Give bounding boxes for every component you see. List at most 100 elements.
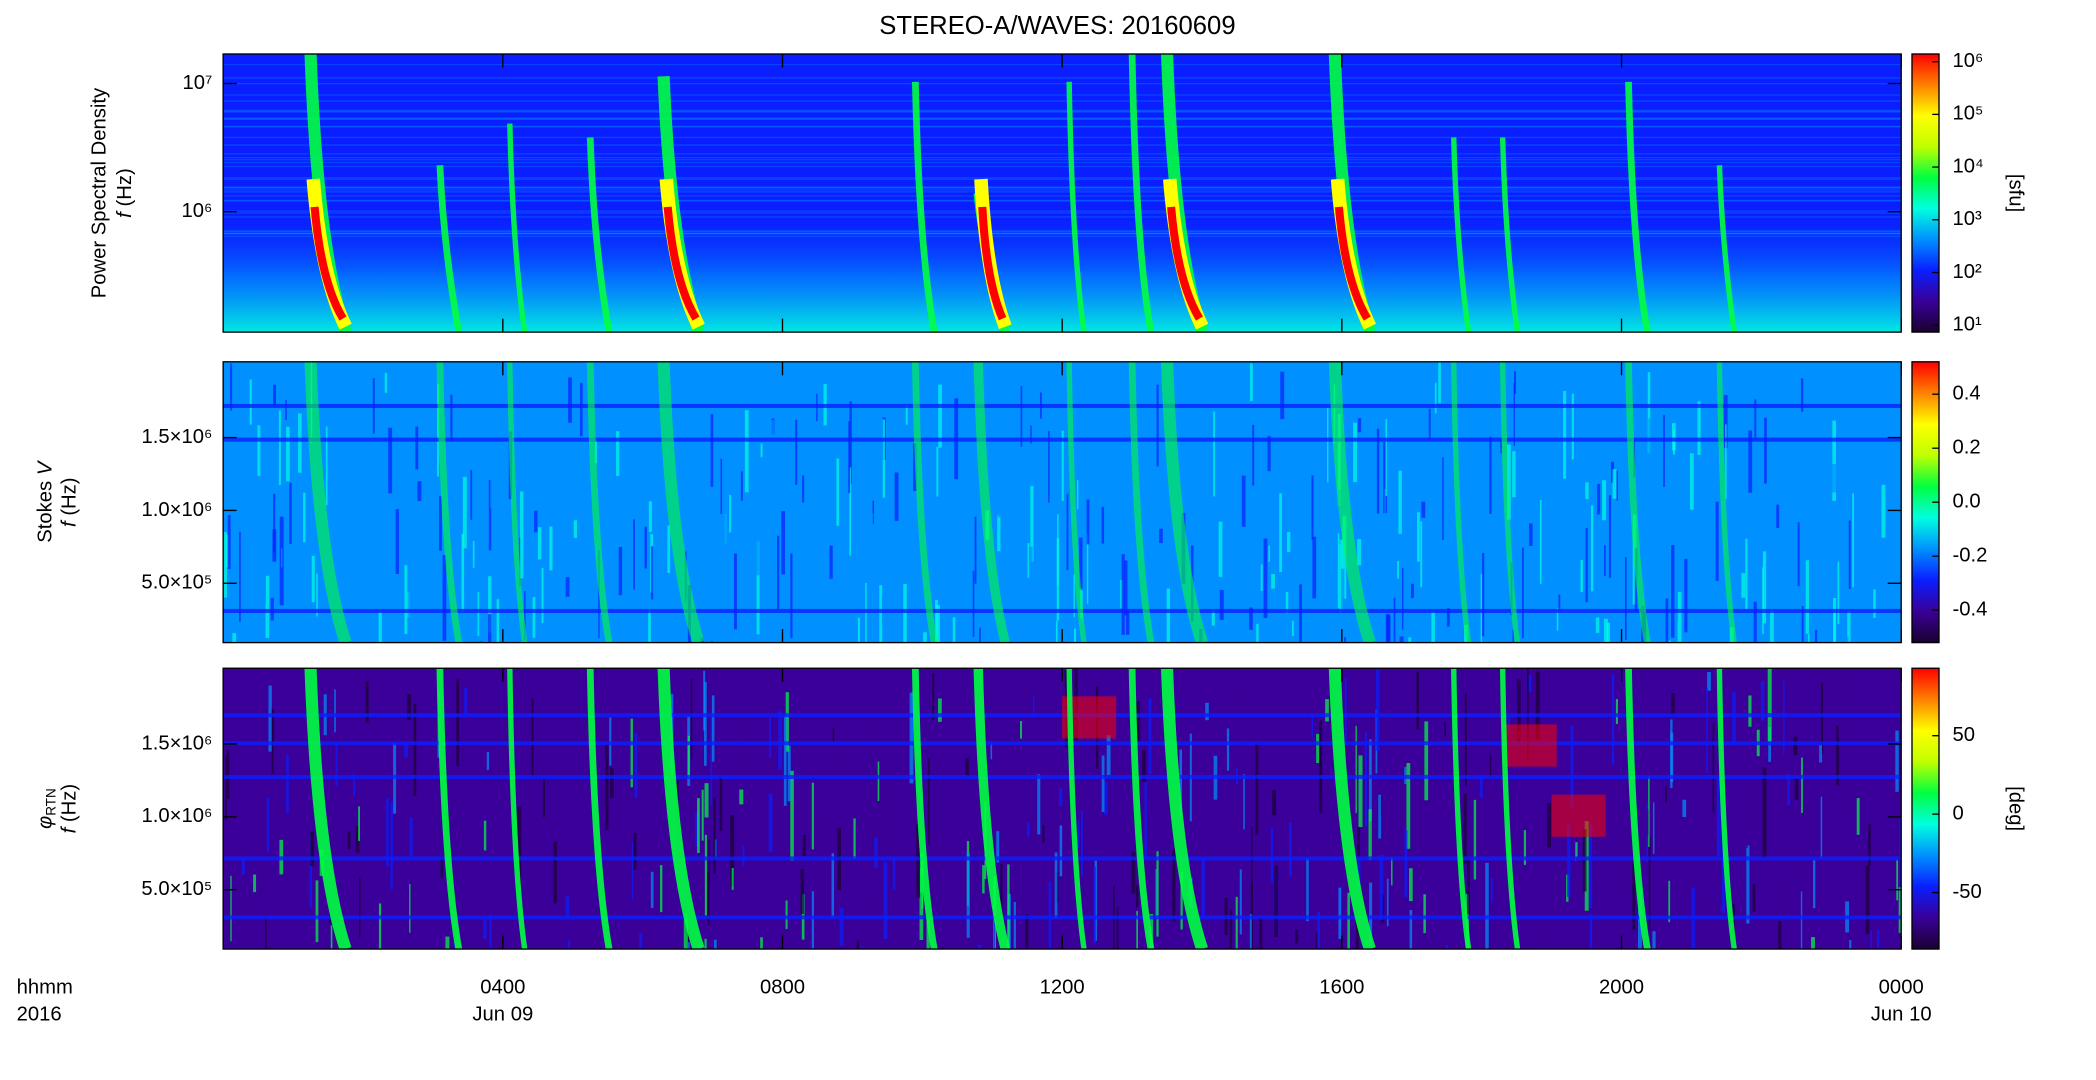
texture xyxy=(878,899,883,950)
x-tick-label: 2000 xyxy=(1599,977,1644,999)
texture xyxy=(1485,862,1489,950)
burst-core xyxy=(1167,206,1203,321)
texture xyxy=(936,446,939,497)
texture xyxy=(223,532,227,598)
texture xyxy=(1243,774,1245,830)
texture xyxy=(1251,826,1253,895)
year-label: 2016 xyxy=(17,1004,62,1026)
texture xyxy=(1056,538,1060,621)
texture xyxy=(1007,864,1010,950)
heatmap xyxy=(223,668,1902,950)
texture xyxy=(1616,470,1618,501)
texture xyxy=(1502,511,1506,581)
texture xyxy=(688,461,691,541)
texture xyxy=(1245,688,1248,776)
texture xyxy=(756,540,760,635)
texture xyxy=(1832,463,1836,493)
texture xyxy=(972,483,977,501)
texture xyxy=(262,523,267,604)
texture xyxy=(1124,560,1128,616)
texture xyxy=(810,944,813,950)
texture xyxy=(1420,521,1423,588)
texture xyxy=(787,745,791,802)
texture xyxy=(1689,453,1694,510)
texture xyxy=(496,599,500,643)
texture xyxy=(1048,431,1050,503)
texture xyxy=(1375,669,1380,751)
texture xyxy=(1612,588,1615,643)
texture xyxy=(286,754,289,814)
texture xyxy=(1387,785,1390,801)
texture xyxy=(298,413,302,473)
colorbar-tick-label: 0 xyxy=(1952,802,1963,824)
texture xyxy=(227,515,231,569)
texture xyxy=(1186,754,1190,843)
colorbar-tick-label: 0.2 xyxy=(1952,437,1980,459)
texture xyxy=(1347,892,1350,950)
colorbar-tick-label: 10² xyxy=(1952,261,1982,283)
texture xyxy=(1800,378,1804,412)
texture xyxy=(1556,608,1559,631)
texture xyxy=(1020,721,1022,739)
texture xyxy=(1539,500,1542,584)
texture xyxy=(1357,826,1360,873)
texture xyxy=(919,867,922,893)
texture xyxy=(1752,883,1756,912)
y-tick-label: 1.0×10⁶ xyxy=(142,805,213,827)
texture xyxy=(1856,798,1860,835)
texture xyxy=(639,566,642,643)
texture xyxy=(703,670,706,731)
texture xyxy=(1459,603,1463,643)
texture xyxy=(790,770,794,861)
texture xyxy=(1811,937,1815,950)
texture xyxy=(916,823,921,898)
texture xyxy=(409,883,411,933)
texture xyxy=(268,685,272,752)
texture xyxy=(1340,568,1345,643)
texture xyxy=(990,742,993,760)
texture xyxy=(1249,871,1251,930)
texture xyxy=(1595,617,1600,633)
texture xyxy=(1671,693,1675,716)
texture xyxy=(683,914,688,950)
texture xyxy=(1745,538,1748,610)
texture xyxy=(236,413,239,457)
texture xyxy=(440,857,444,879)
texture xyxy=(1464,693,1467,787)
texture xyxy=(1291,620,1294,636)
texture xyxy=(1198,688,1202,735)
texture xyxy=(1506,444,1511,520)
texture xyxy=(989,383,994,463)
texture xyxy=(445,936,450,950)
texture xyxy=(266,797,270,853)
y-label: Power Spectral Density xyxy=(89,87,111,298)
texture xyxy=(1408,637,1412,643)
texture xyxy=(378,903,382,950)
y-label: Stokes V xyxy=(35,459,57,543)
texture xyxy=(1104,506,1108,568)
texture xyxy=(870,512,874,588)
texture xyxy=(456,679,460,766)
texture xyxy=(1379,855,1384,920)
texture xyxy=(1573,391,1577,480)
texture xyxy=(719,776,723,831)
texture xyxy=(286,426,290,482)
texture xyxy=(1249,913,1252,950)
texture xyxy=(591,891,594,950)
texture xyxy=(381,946,384,950)
texture xyxy=(1401,567,1404,630)
texture xyxy=(1833,608,1836,643)
texture xyxy=(573,520,577,539)
texture xyxy=(790,553,793,639)
texture xyxy=(244,536,248,598)
texture xyxy=(982,865,985,894)
burst xyxy=(1716,361,1737,643)
texture xyxy=(330,925,333,950)
texture xyxy=(1142,749,1146,782)
texture xyxy=(1369,882,1373,946)
texture xyxy=(524,591,526,641)
burst xyxy=(1328,668,1376,950)
texture xyxy=(605,744,609,831)
texture xyxy=(433,405,437,424)
